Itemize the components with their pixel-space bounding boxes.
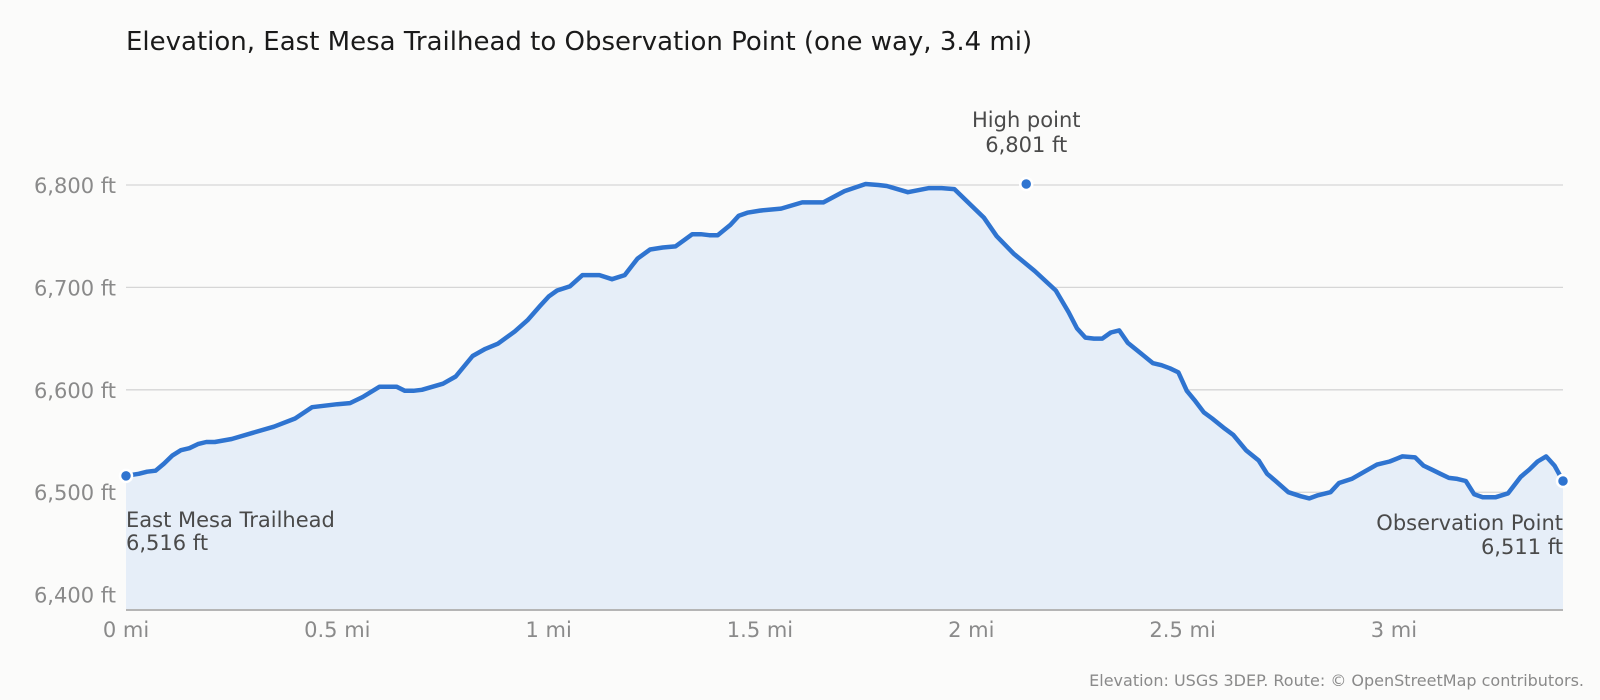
annotation-label: Observation Point (1376, 511, 1563, 535)
y-axis-ticks: 6,400 ft 6,500 ft 6,600 ft 6,700 ft 6,800 ft (34, 174, 116, 608)
chart-title: Elevation, East Mesa Trailhead to Observ… (126, 27, 1032, 57)
data-credit: Elevation: USGS 3DEP. Route: © OpenStree… (1089, 671, 1584, 690)
x-tick-label: 1.5 mi (727, 618, 793, 642)
x-tick-label: 2.5 mi (1149, 618, 1215, 642)
x-tick-label: 2 mi (948, 618, 994, 642)
x-axis-ticks: 0 mi 0.5 mi 1 mi 1.5 mi 2 mi 2.5 mi 3 mi (103, 618, 1417, 642)
y-tick-label: 6,500 ft (34, 481, 116, 505)
annotation-value: 6,516 ft (126, 531, 208, 555)
annotation-label: High point (972, 108, 1081, 132)
elevation-line (123, 181, 1566, 501)
x-tick-label: 1 mi (525, 618, 571, 642)
y-tick-label: 6,800 ft (34, 174, 116, 198)
annotation-marker (118, 468, 134, 484)
annotation-label: East Mesa Trailhead (126, 508, 335, 532)
elevation-area-fill (126, 184, 1563, 610)
annotation-value: 6,801 ft (985, 133, 1067, 157)
x-tick-label: 3 mi (1371, 618, 1417, 642)
x-tick-label: 0 mi (103, 618, 149, 642)
y-tick-label: 6,700 ft (34, 276, 116, 300)
annotation-marker (1555, 473, 1571, 489)
y-tick-label: 6,400 ft (34, 584, 116, 608)
y-tick-label: 6,600 ft (34, 379, 116, 403)
annotation-value: 6,511 ft (1481, 535, 1563, 559)
annotation-marker (1018, 176, 1034, 192)
x-tick-label: 0.5 mi (304, 618, 370, 642)
